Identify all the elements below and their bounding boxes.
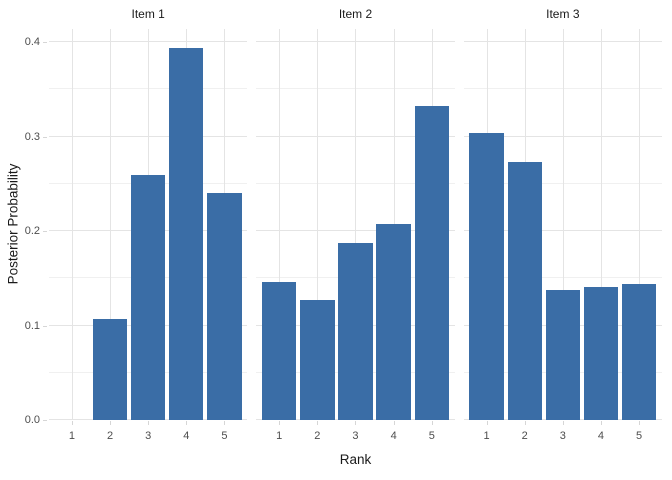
x-tick-label: 4 [390, 430, 397, 442]
bar-item-2-rank-2 [300, 300, 335, 420]
x-tick-mark [110, 421, 112, 425]
x-tick-label: 4 [597, 430, 605, 442]
bar-item-1-rank-3 [131, 175, 166, 420]
bar-item-1-rank-5 [207, 193, 242, 420]
y-tick-mark [43, 136, 47, 138]
facet-title-item-3: Item 3 [546, 7, 580, 21]
x-tick-mark [317, 421, 319, 425]
x-axis-item-1: 1 2 3 4 5 [49, 420, 247, 460]
y-axis-tick-labels: 0.0 0.1 0.2 0.3 0.4 [0, 0, 40, 480]
x-tick-mark [431, 421, 433, 425]
x-tick-mark [393, 421, 395, 425]
gridline-vertical [355, 29, 357, 420]
x-tick-mark [186, 421, 188, 425]
bar-item-3-rank-4 [583, 286, 619, 420]
x-tick-label: 2 [314, 430, 321, 442]
gridline-vertical [639, 29, 641, 420]
x-tick-label: 5 [221, 430, 228, 442]
x-tick-mark [224, 421, 226, 425]
facet-title-item-1: Item 1 [131, 7, 165, 21]
bar-item-2-rank-4 [376, 223, 411, 420]
gridline-vertical [600, 29, 602, 420]
x-tick-label: 1 [483, 430, 490, 442]
x-tick-label: 1 [276, 430, 283, 442]
x-tick-label: 5 [636, 430, 643, 442]
bar-item-3-rank-5 [621, 284, 657, 420]
x-tick-mark [486, 421, 488, 425]
y-tick-label: 0.2 [24, 225, 40, 238]
facet-panel-item-2 [256, 29, 455, 420]
bar-item-2-rank-3 [338, 243, 373, 420]
y-tick-mark [43, 420, 47, 421]
y-tick-label: 0.4 [24, 36, 40, 49]
x-tick-label: 2 [106, 430, 114, 442]
x-tick-label: 4 [183, 430, 190, 442]
gridline-vertical [317, 29, 319, 420]
x-tick-label: 5 [428, 430, 435, 442]
bar-item-2-rank-5 [414, 106, 449, 420]
gridline-vertical [110, 29, 112, 420]
x-tick-mark [355, 421, 357, 425]
bar-item-1-rank-4 [169, 47, 204, 420]
x-tick-mark [600, 421, 602, 425]
bar-item-3-rank-1 [469, 132, 504, 420]
x-tick-mark [71, 421, 73, 425]
x-tick-mark [279, 421, 281, 425]
bar-item-3-rank-3 [545, 289, 580, 420]
x-tick-mark [148, 421, 150, 425]
x-tick-label: 1 [68, 430, 75, 442]
y-tick-label: 0.0 [24, 414, 40, 426]
gridline-vertical [562, 29, 564, 420]
x-tick-label: 3 [559, 430, 566, 442]
x-tick-mark [562, 421, 564, 425]
y-tick-label: 0.3 [24, 130, 40, 143]
y-tick-mark [43, 231, 47, 233]
x-axis-item-3: 1 2 3 4 5 [464, 420, 662, 460]
x-tick-mark [524, 421, 526, 425]
gridline-vertical [71, 29, 73, 420]
bar-item-2-rank-1 [262, 282, 297, 420]
facet-title-item-2: Item 2 [338, 7, 373, 21]
gridline-vertical [279, 29, 281, 420]
y-tick-mark [43, 325, 47, 327]
plot-area [49, 29, 662, 420]
y-tick-label: 0.1 [24, 319, 40, 332]
bar-item-1-rank-2 [92, 318, 128, 420]
x-axis-row: 1 2 3 4 5 1 2 3 4 5 1 2 3 4 5 [49, 420, 662, 460]
x-tick-label: 3 [352, 430, 359, 442]
facet-panel-item-1 [49, 29, 248, 420]
facet-panel-item-3 [463, 29, 662, 420]
x-tick-mark [639, 421, 641, 425]
x-axis-title: Rank [339, 452, 372, 467]
x-tick-label: 2 [521, 430, 528, 442]
facet-strip-row: Item 1 Item 2 Item 3 [49, 6, 662, 22]
bar-item-3-rank-2 [507, 162, 542, 420]
y-tick-mark [43, 42, 47, 44]
x-tick-label: 3 [145, 430, 152, 442]
x-axis-item-2: 1 2 3 4 5 [256, 420, 454, 460]
